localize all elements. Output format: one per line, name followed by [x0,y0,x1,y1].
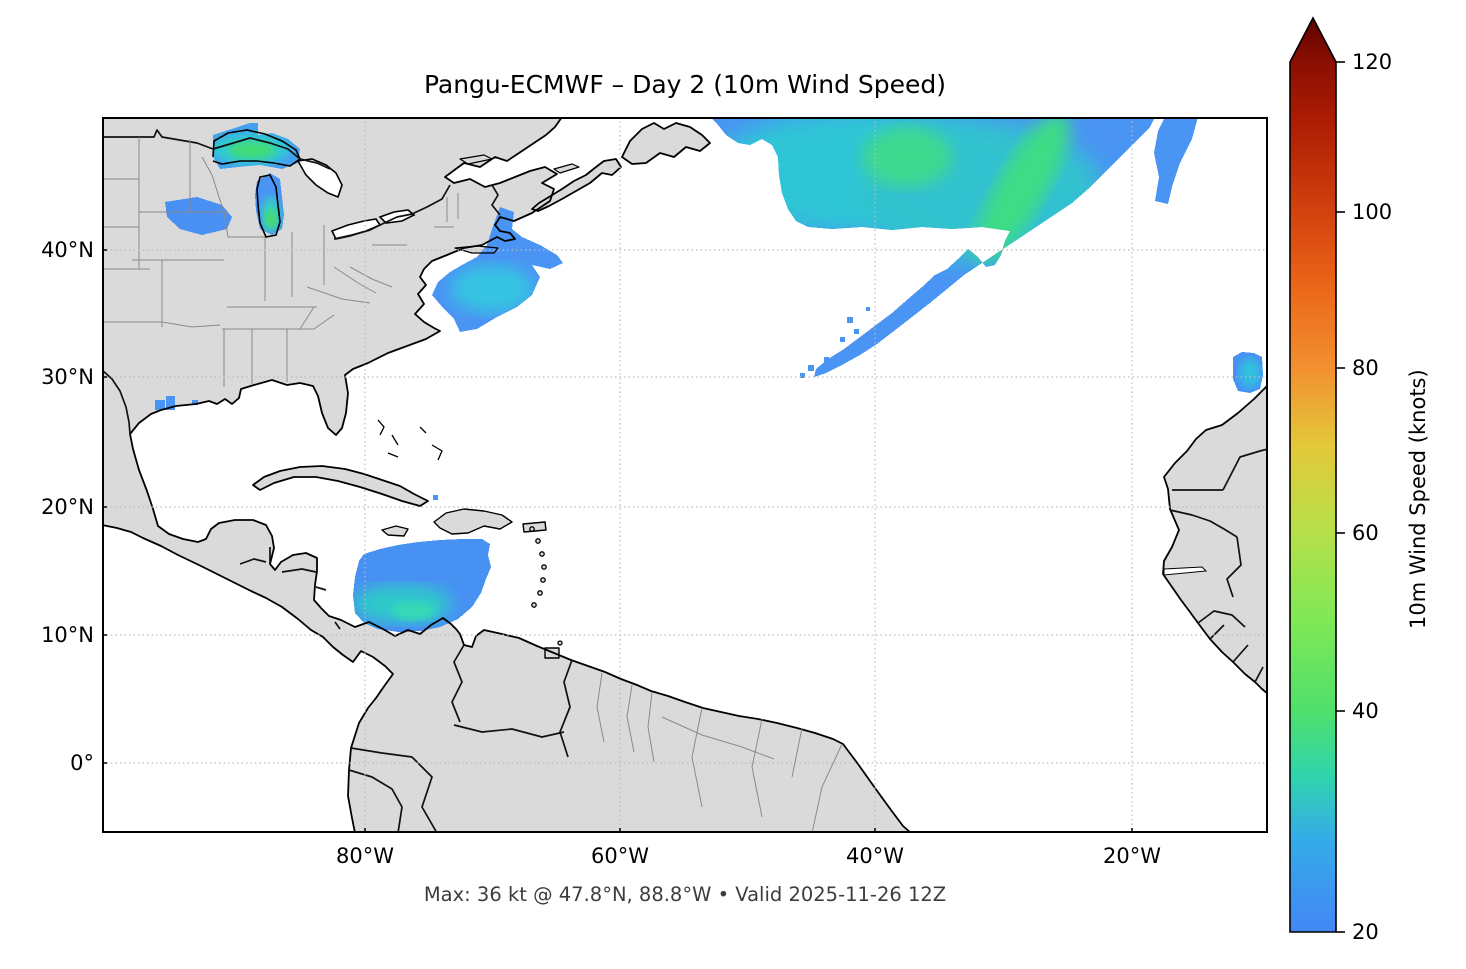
wind-blob-iowa [165,197,232,235]
colorbar-canvas [1289,16,1345,933]
lesser-antilles-arc [529,526,563,646]
colorbar-tick-marks [1336,61,1345,933]
wind-blob-ne-hook [1154,117,1198,204]
map-canvas [102,117,1268,833]
colorbar [1282,8,1412,958]
north-south-america-landmass [102,117,911,833]
central-america-borders [239,547,341,630]
figure-caption: Max: 36 kt @ 47.8°N, 88.8°W • Valid 2025… [423,883,947,906]
wind-speckles [800,307,870,378]
lat-tick-label: 0° [70,751,94,775]
anticosti-island [460,155,492,164]
gambia-inlet [1163,566,1208,576]
africa-borders [1169,448,1268,683]
lat-tick-label: 20°N [41,495,94,519]
lon-tick-label: 40°W [846,844,904,868]
newfoundland [622,123,710,164]
hispaniola [434,509,512,534]
cuba [253,466,428,506]
prince-edward-island [554,164,579,173]
lon-tick-label: 60°W [591,844,649,868]
bahamas [377,419,443,461]
africa-west-coast [1163,385,1268,694]
lake-michigan-outline [256,174,281,238]
lat-tick-label: 30°N [41,365,94,389]
us-canada-border [102,129,501,240]
figure-title: Pangu-ECMWF – Day 2 (10m Wind Speed) [423,70,947,99]
lat-tick-label: 10°N [41,623,94,647]
nova-scotia [532,159,621,211]
lake-huron [296,158,343,199]
colorbar-tick-label: 20 [1352,920,1379,944]
great-lakes [212,129,416,240]
colorbar-axis-label: 10m Wind Speed (knots) [1406,369,1430,630]
lake-superior-outline [212,129,301,167]
colorbar-bar [1289,16,1337,933]
colorbar-tick-label: 120 [1352,50,1393,74]
map-plot [102,117,1268,833]
wind-pixel-cuba-south [433,495,438,500]
plot-frame [102,117,1268,833]
colorbar-tick-label: 60 [1352,521,1379,545]
coastline-layer [102,117,1268,833]
colorbar-tick-label: 100 [1352,200,1393,224]
colorbar-tick-label: 80 [1352,356,1379,380]
rio-grande-border [102,369,131,435]
puerto-rico [523,522,546,532]
coastline-mainland [102,117,912,833]
lon-tick-label: 20°W [1103,844,1161,868]
colorbar-tick-label: 40 [1352,699,1379,723]
graticule [102,117,1268,833]
wind-blob-gulf-pixels [155,396,198,410]
small-islands [377,419,563,646]
wind-speed-field [155,117,1263,632]
south-america-borders [348,644,573,833]
state-borders [102,137,843,833]
country-borders [102,129,1268,833]
lon-tick-label: 80°W [336,844,394,868]
lat-tick-label: 40°N [41,238,94,262]
axis-tick-marks [102,249,1133,833]
